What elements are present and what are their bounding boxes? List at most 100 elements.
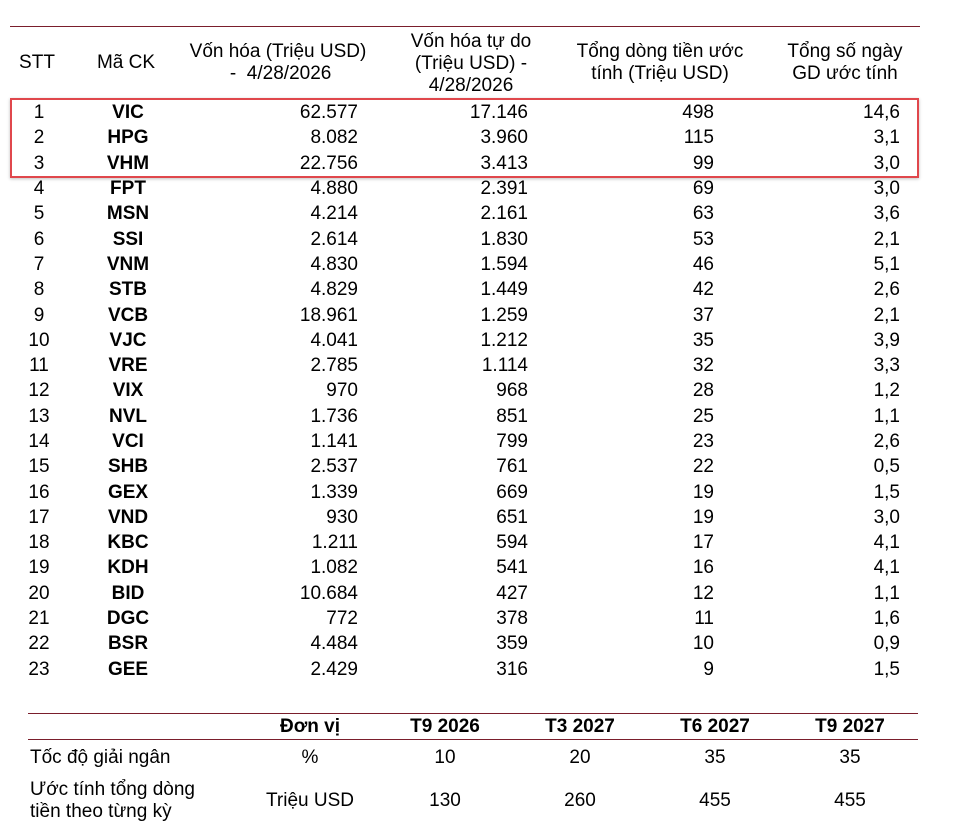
- cell-ticker: KDH: [107, 557, 149, 579]
- table-row: 13 NVL 1.736 851 25 1,1: [0, 404, 900, 429]
- header-market-cap: Vốn hóa (Triệu USD) - 4/28/2026: [189, 41, 367, 84]
- table-row: 21 DGC 772 378 11 1,6: [0, 606, 900, 631]
- cell-estimated-flow: 99: [692, 152, 714, 174]
- cell-stt: 5: [33, 203, 45, 225]
- cell-trading-days: 3,3: [873, 355, 900, 377]
- cell-estimated-flow: 22: [692, 456, 714, 478]
- cell-free-float: 968: [496, 380, 528, 402]
- table-row: 11 VRE 2.785 1.114 32 3,3: [0, 353, 900, 378]
- cell-estimated-flow: 37: [692, 304, 714, 326]
- table-row: 7 VNM 4.830 1.594 46 5,1: [0, 252, 900, 277]
- cell-stt: 13: [28, 405, 50, 427]
- cell-stt: 11: [29, 355, 49, 377]
- cell-trading-days: 3,6: [873, 203, 900, 225]
- cell-market-cap: 970: [326, 380, 358, 402]
- cell-ticker: FPT: [110, 178, 146, 200]
- cell-estimated-flow: 23: [692, 431, 714, 452]
- schedule-row-unit: %: [301, 747, 319, 768]
- cell-ticker: VCI: [112, 431, 144, 452]
- cell-free-float: 669: [496, 481, 528, 503]
- table-row: 20 BID 10.684 427 12 1,1: [0, 581, 900, 606]
- cell-stt: 6: [33, 228, 45, 250]
- cell-estimated-flow: 11: [694, 608, 714, 630]
- cell-free-float: 17.146: [469, 102, 528, 124]
- cell-estimated-flow: 9: [703, 658, 714, 680]
- cell-free-float: 3.960: [480, 127, 528, 149]
- cell-market-cap: 10.684: [299, 582, 358, 604]
- cell-trading-days: 1,5: [873, 658, 900, 680]
- cell-trading-days: 2,6: [873, 279, 900, 301]
- cell-stt: 23: [28, 658, 50, 680]
- cell-market-cap: 2.614: [310, 228, 358, 250]
- cell-ticker: HPG: [107, 127, 149, 149]
- cell-free-float: 541: [496, 557, 528, 579]
- schedule-header-unit: Đơn vị: [280, 716, 340, 737]
- cell-stt: 14: [28, 431, 50, 452]
- table-row: 8 STB 4.829 1.449 42 2,6: [0, 277, 900, 302]
- cell-estimated-flow: 19: [692, 481, 714, 503]
- table-row: 17 VND 930 651 19 3,0: [0, 505, 900, 530]
- cell-ticker: MSN: [106, 203, 150, 225]
- cell-market-cap: 4.829: [310, 279, 358, 301]
- cell-ticker: VHM: [106, 152, 150, 174]
- allocation-table: 1 VIC 62.577 17.146 498 14,6 2 HPG 8.082 3.960 115…: [0, 100, 900, 682]
- cell-trading-days: 14,6: [863, 102, 900, 124]
- cell-stt: 9: [33, 304, 45, 326]
- table-row: 5 MSN 4.214 2.161 63 3,6: [0, 201, 900, 226]
- schedule-row-label: Ước tính tổng dòng tiền theo từng kỳ: [30, 779, 195, 822]
- schedule-row-value: 260: [564, 790, 596, 811]
- cell-market-cap: 4.214: [310, 203, 358, 225]
- cell-market-cap: 22.756: [299, 152, 358, 174]
- table-row: 15 SHB 2.537 761 22 0,5: [0, 454, 900, 479]
- cell-market-cap: 2.429: [310, 658, 358, 680]
- cell-estimated-flow: 16: [692, 557, 714, 579]
- cell-trading-days: 1,2: [873, 380, 900, 402]
- cell-ticker: VRE: [108, 355, 148, 377]
- table-row: 4 FPT 4.880 2.391 69 3,0: [0, 176, 900, 201]
- cell-estimated-flow: 10: [692, 633, 714, 655]
- cell-ticker: BID: [111, 582, 145, 604]
- schedule-header-t9-2026: T9 2026: [410, 716, 480, 737]
- cell-stt: 8: [33, 279, 45, 301]
- cell-stt: 15: [28, 456, 50, 478]
- cell-market-cap: 1.082: [310, 557, 358, 579]
- cell-market-cap: 18.961: [299, 304, 358, 326]
- cell-free-float: 2.161: [480, 203, 528, 225]
- header-stt: STT: [19, 52, 55, 73]
- cell-stt: 22: [28, 633, 50, 655]
- cell-free-float: 378: [496, 608, 528, 630]
- table-row: 22 BSR 4.484 359 10 0,9: [0, 631, 900, 656]
- schedule-top-rule: [28, 713, 918, 714]
- schedule-header-t6-2027: T6 2027: [680, 716, 750, 737]
- cell-market-cap: 1.211: [311, 532, 358, 554]
- cell-free-float: 799: [496, 431, 528, 452]
- cell-ticker: VJC: [109, 329, 147, 351]
- cell-free-float: 651: [496, 506, 528, 528]
- schedule-header-t9-2027: T9 2027: [815, 716, 885, 737]
- schedule-header-t3-2027: T3 2027: [545, 716, 615, 737]
- cell-estimated-flow: 498: [682, 102, 714, 124]
- schedule-row-value: 455: [834, 790, 866, 811]
- cell-stt: 10: [28, 329, 50, 351]
- cell-market-cap: 930: [326, 506, 358, 528]
- cell-stt: 2: [33, 127, 45, 149]
- cell-stt: 1: [33, 102, 45, 124]
- header-estimated-flow: Tổng dòng tiền ước tính (Triệu USD): [576, 41, 744, 84]
- cell-trading-days: 1,5: [873, 481, 900, 503]
- cell-stt: 3: [33, 152, 45, 174]
- cell-stt: 12: [28, 380, 50, 402]
- cell-trading-days: 4,1: [873, 532, 900, 554]
- cell-trading-days: 2,1: [873, 228, 900, 250]
- cell-ticker: VCB: [107, 304, 149, 326]
- cell-stt: 4: [33, 178, 45, 200]
- cell-free-float: 427: [496, 582, 528, 604]
- cell-trading-days: 3,1: [873, 127, 900, 149]
- table-row: 6 SSI 2.614 1.830 53 2,1: [0, 226, 900, 251]
- cell-estimated-flow: 12: [692, 582, 714, 604]
- cell-ticker: GEE: [107, 658, 149, 680]
- schedule-row-value: 10: [434, 747, 456, 768]
- cell-estimated-flow: 69: [692, 178, 714, 200]
- cell-free-float: 1.259: [480, 304, 528, 326]
- cell-estimated-flow: 17: [692, 532, 714, 554]
- cell-market-cap: 2.537: [310, 456, 358, 478]
